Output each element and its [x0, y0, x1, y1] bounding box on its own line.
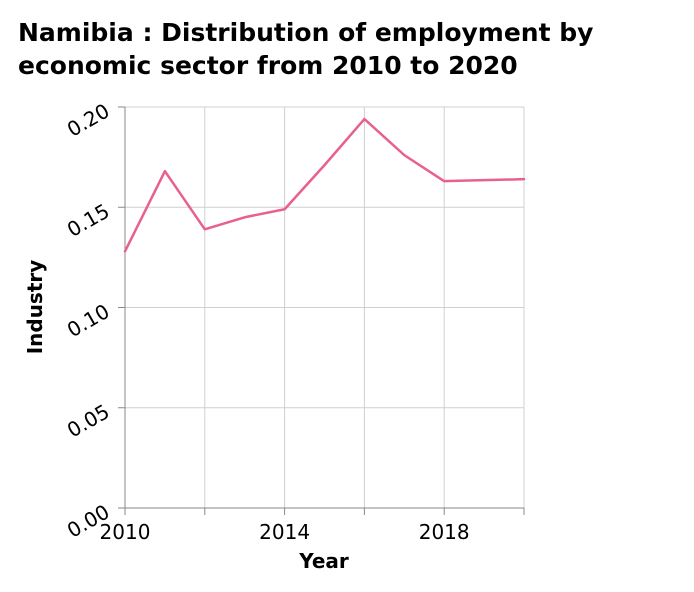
- y-tick-label: 0.05: [63, 399, 114, 442]
- y-tick-label: 0.20: [63, 99, 114, 142]
- x-axis-ticks: 2010 2014 2018: [100, 508, 525, 544]
- series-line: [123, 117, 526, 253]
- y-axis-ticks: 0.000.050.100.150.20: [63, 99, 125, 543]
- x-tick-label: 2018: [419, 520, 470, 544]
- series-group: [123, 117, 526, 253]
- y-tick-label: 0.15: [63, 199, 114, 242]
- x-tick-label: 2010: [100, 520, 151, 544]
- chart-title: Namibia : Distribution of employment by …: [18, 18, 594, 80]
- grid: [124, 106, 525, 509]
- y-tick-label: 0.10: [63, 299, 114, 342]
- x-axis-title: Year: [298, 549, 349, 573]
- x-tick-label: 2014: [259, 520, 310, 544]
- y-axis-title: Industry: [23, 260, 47, 355]
